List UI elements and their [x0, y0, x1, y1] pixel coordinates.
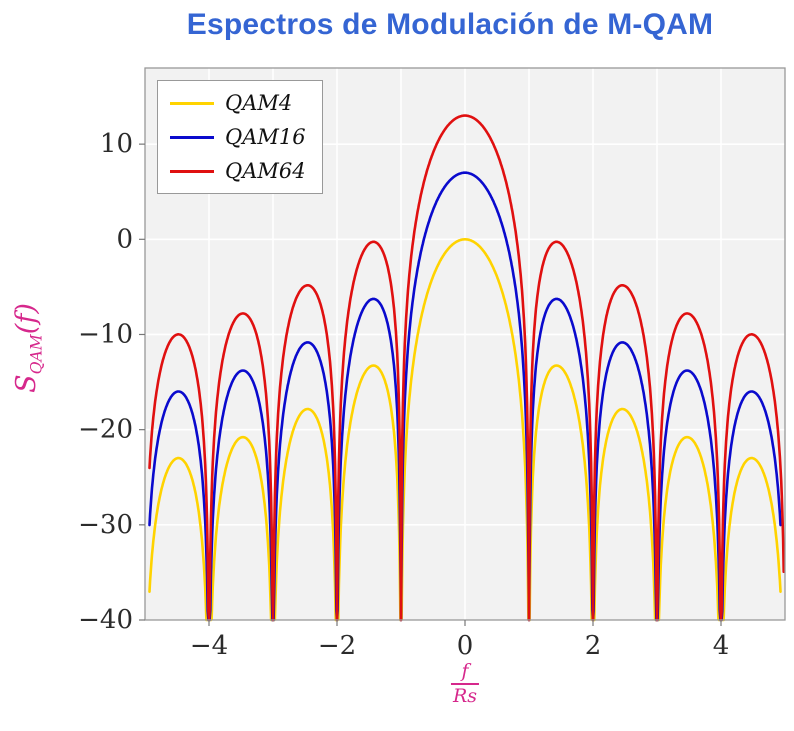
legend-label: QAM4 — [225, 91, 293, 115]
y-axis-label: SQAM(f) — [11, 273, 47, 423]
legend: QAM4 QAM16 QAM64 — [157, 80, 323, 194]
series-line-qam16 — [148, 171, 782, 622]
chart-title: Espectros de Modulación de M-QAM — [186, 8, 714, 41]
x-tick-label: 0 — [457, 631, 474, 661]
legend-item-qam4: QAM4 — [170, 91, 306, 115]
x-tick-label: 4 — [713, 631, 730, 661]
legend-line-sample — [170, 169, 214, 173]
legend-line-sample — [170, 101, 214, 105]
legend-label: QAM16 — [225, 125, 306, 149]
xlabel-numerator: f — [450, 660, 480, 685]
legend-item-qam16: QAM16 — [170, 125, 306, 149]
x-tick-label: 2 — [585, 631, 602, 661]
x-tick-label: −2 — [318, 631, 356, 661]
legend-label: QAM64 — [225, 159, 306, 183]
legend-item-qam64: QAM64 — [170, 159, 306, 183]
y-tick-label: −30 — [78, 510, 133, 540]
y-tick-label: −40 — [78, 605, 133, 635]
x-axis-label: f Rs — [450, 660, 480, 708]
ylabel-argument: (f) — [11, 303, 42, 335]
ylabel-subscript: QAM — [26, 334, 46, 375]
y-tick-label: −20 — [78, 415, 133, 445]
ylabel-base: S — [11, 374, 42, 393]
y-tick-label: 0 — [116, 224, 133, 254]
y-tick-label: 10 — [100, 129, 133, 159]
x-tick-label: −4 — [190, 631, 228, 661]
series-line-qam4 — [148, 238, 782, 622]
y-tick-label: −10 — [78, 319, 133, 349]
legend-line-sample — [170, 135, 214, 139]
series-line-qam64 — [148, 114, 786, 622]
xlabel-denominator: Rs — [452, 684, 478, 707]
